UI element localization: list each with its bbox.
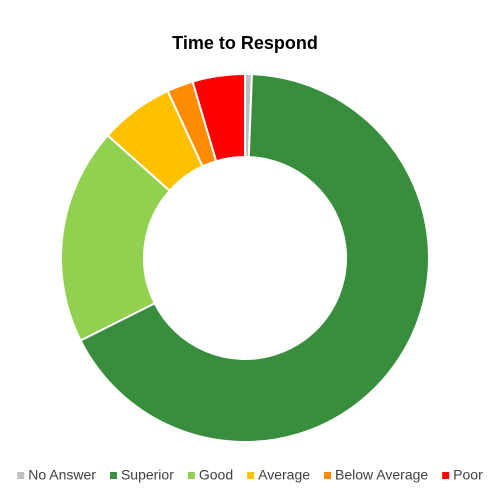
legend-swatch — [17, 472, 25, 479]
legend-label: Below Average — [335, 467, 428, 483]
legend-label: Good — [199, 467, 233, 483]
chart-title: Time to Respond — [172, 33, 318, 53]
legend-swatch — [324, 472, 332, 479]
legend-label: No Answer — [28, 467, 96, 483]
legend-swatch — [187, 472, 195, 479]
donut-slice — [60, 134, 172, 342]
donut-slice — [79, 73, 430, 443]
legend-swatch — [247, 472, 255, 479]
legend-label: Superior — [121, 467, 174, 483]
donut-slice — [191, 72, 246, 163]
legend-swatch — [442, 472, 450, 479]
legend-label: Poor — [453, 467, 483, 483]
legend-label: Average — [258, 467, 310, 483]
legend-swatch — [109, 472, 117, 479]
